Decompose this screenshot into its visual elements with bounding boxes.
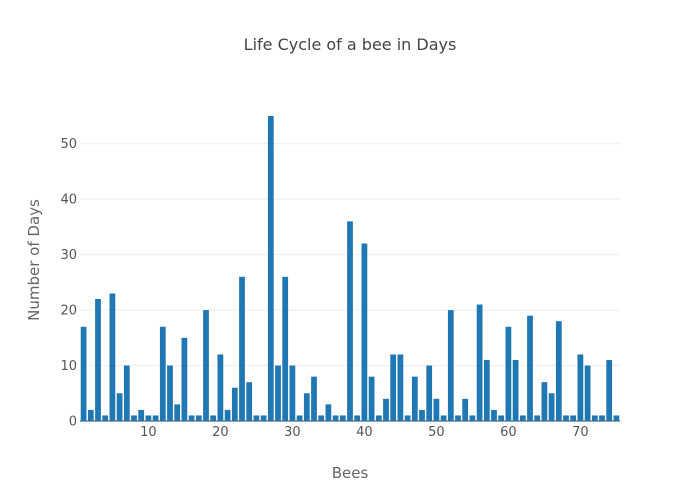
bar	[613, 415, 620, 421]
bar	[239, 276, 245, 421]
bar	[275, 365, 281, 421]
bar	[527, 315, 533, 421]
bar	[347, 221, 353, 421]
bar	[440, 415, 447, 421]
bar	[181, 337, 188, 421]
bar	[138, 409, 145, 421]
bar	[591, 415, 598, 421]
bar	[174, 404, 181, 421]
bar	[109, 293, 116, 421]
bar	[311, 376, 317, 421]
bar	[87, 409, 94, 421]
x-axis-ticks: 10 20 30 40 50 60 70	[140, 425, 589, 440]
bar	[80, 326, 87, 421]
bar	[390, 354, 397, 421]
bar	[548, 393, 555, 421]
bar	[303, 393, 310, 421]
bar	[375, 415, 382, 421]
bar	[159, 326, 166, 421]
bar	[462, 398, 469, 421]
bar	[570, 415, 577, 421]
bar	[498, 415, 505, 421]
bar	[224, 409, 231, 421]
y-tick-label: 30	[60, 248, 77, 263]
bar	[246, 382, 253, 421]
bar	[419, 409, 425, 421]
y-axis-title: Number of Days	[25, 199, 43, 321]
bar	[404, 415, 411, 421]
bar	[505, 326, 512, 421]
bar	[231, 387, 238, 421]
y-axis-ticks: 0 10 20 30 40 50	[60, 137, 77, 429]
bar	[606, 360, 613, 421]
bar	[519, 415, 526, 421]
bar	[145, 415, 152, 421]
bar	[217, 354, 224, 421]
x-tick-label: 30	[284, 425, 301, 440]
bar	[325, 404, 332, 421]
bar	[167, 365, 173, 421]
x-tick-label: 10	[140, 425, 157, 440]
bar	[368, 376, 375, 421]
bar	[354, 415, 361, 421]
y-tick-label: 50	[60, 137, 77, 152]
y-tick-label: 20	[60, 304, 77, 319]
bar	[534, 415, 541, 421]
bar	[447, 310, 454, 421]
bar	[512, 360, 519, 421]
bar	[469, 415, 476, 421]
x-tick-label: 60	[500, 425, 517, 440]
bar	[253, 415, 260, 421]
y-tick-label: 0	[69, 415, 77, 430]
bar	[131, 415, 137, 421]
bar	[599, 415, 605, 421]
bar	[383, 398, 389, 421]
x-tick-label: 20	[212, 425, 229, 440]
bar	[555, 321, 562, 421]
chart-title: Life Cycle of a bee in Days	[244, 35, 457, 54]
bar	[188, 415, 195, 421]
bar	[267, 116, 274, 421]
bar	[203, 310, 209, 421]
bar	[152, 415, 159, 421]
bar	[455, 415, 461, 421]
bar	[95, 299, 101, 421]
bar	[361, 243, 368, 421]
bar-series	[80, 116, 620, 421]
bar	[426, 365, 433, 421]
x-tick-label: 50	[428, 425, 445, 440]
bar	[195, 415, 202, 421]
bar	[491, 409, 497, 421]
bar	[123, 365, 130, 421]
bar	[116, 393, 123, 421]
bar	[289, 365, 296, 421]
bar	[397, 354, 404, 421]
bar	[282, 276, 289, 421]
bar	[483, 360, 490, 421]
y-tick-label: 40	[60, 193, 77, 208]
bar	[433, 398, 440, 421]
bar	[476, 304, 483, 421]
x-tick-label: 70	[572, 425, 589, 440]
bar	[339, 415, 346, 421]
bar	[563, 415, 569, 421]
x-tick-label: 40	[356, 425, 373, 440]
x-axis-title: Bees	[332, 464, 369, 482]
bar	[210, 415, 217, 421]
y-tick-label: 10	[60, 359, 77, 374]
bar	[318, 415, 325, 421]
bar	[577, 354, 584, 421]
bar	[332, 415, 339, 421]
bar	[584, 365, 591, 421]
bar	[260, 415, 267, 421]
bar	[411, 376, 418, 421]
bar	[296, 415, 303, 421]
bar	[102, 415, 109, 421]
bar	[541, 382, 548, 421]
